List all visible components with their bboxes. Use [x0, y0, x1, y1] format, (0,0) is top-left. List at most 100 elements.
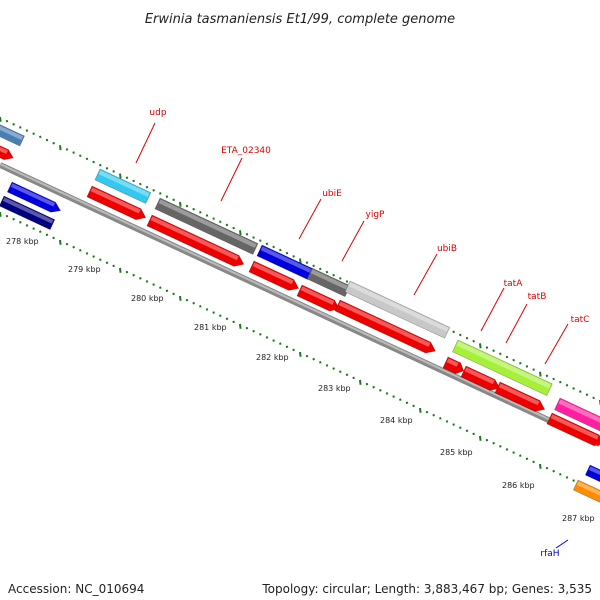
tick-mark: [459, 426, 462, 429]
cds-arrow: [0, 141, 14, 160]
kbp-label: 287 kbp: [562, 514, 595, 523]
kbp-label: 286 kbp: [502, 481, 535, 490]
tick-mark: [552, 377, 555, 381]
tick-mark: [232, 226, 235, 230]
gene-feature: [154, 197, 259, 255]
kbp-label: 281 kbp: [194, 323, 227, 332]
tick-mark: [212, 217, 215, 220]
gene-label-ubib: ubiB: [437, 244, 457, 254]
tick-mark: [159, 192, 162, 195]
tick-mark: [412, 404, 415, 408]
gene-feature: [584, 464, 600, 484]
gene-feature: [6, 181, 61, 213]
tick-mark: [25, 129, 29, 132]
tick-mark: [532, 460, 535, 464]
cds-arrow: [296, 284, 340, 312]
gene-feature: [0, 195, 56, 230]
kbp-label: 284 kbp: [380, 416, 413, 425]
tick-mark: [79, 154, 82, 158]
tick-mark: [39, 230, 42, 233]
tick-mark: [279, 342, 282, 345]
tick-mark: [359, 379, 362, 385]
tick-mark: [385, 392, 389, 395]
tick-mark: [485, 438, 489, 442]
tick-mark: [252, 329, 255, 333]
tick-mark: [132, 273, 135, 277]
tick-mark: [219, 314, 222, 317]
tick-mark: [199, 305, 202, 308]
tick-mark: [252, 236, 255, 239]
tick-mark: [105, 167, 109, 170]
gene-feature: [256, 244, 314, 280]
tick-mark: [319, 361, 322, 364]
tick-mark: [452, 330, 455, 334]
tick-mark: [99, 258, 102, 261]
tick-tracks: [0, 116, 600, 497]
tick-mark: [119, 173, 122, 179]
accession-text: Accession: NC_010694: [8, 582, 145, 596]
tick-mark: [45, 138, 49, 142]
gene-feature: [452, 339, 553, 397]
tick-mark: [112, 264, 115, 268]
gene-label-yigp: yigP: [366, 210, 386, 220]
tick-mark: [185, 204, 189, 208]
tick-mark: [572, 387, 575, 390]
tick-mark: [85, 157, 89, 161]
tick-mark: [199, 211, 202, 214]
tick-mark: [145, 280, 149, 283]
tick-mark: [445, 420, 449, 423]
gene-label-ubie: ubiE: [322, 189, 342, 199]
genome-summary-text: Topology: circular; Length: 3,883,467 bp…: [262, 582, 592, 596]
tick-mark: [272, 339, 275, 342]
tick-mark: [185, 298, 189, 302]
tick-mark: [139, 277, 142, 280]
tick-mark: [192, 207, 195, 211]
tick-mark: [319, 267, 322, 271]
tick-mark: [512, 358, 515, 362]
tick-mark: [345, 280, 349, 283]
tick-mark: [19, 126, 22, 129]
cds-arrow: [86, 185, 147, 220]
tick-mark: [219, 220, 222, 224]
tick-mark: [19, 221, 22, 224]
tick-mark: [179, 295, 182, 301]
tick-mark: [239, 323, 242, 329]
tick-mark: [352, 376, 355, 380]
tick-mark: [399, 398, 402, 401]
kbp-labels: 278 kbp 279 kbp 280 kbp 281 kbp 282 kbp …: [6, 237, 595, 523]
tick-mark: [72, 151, 75, 154]
tick-mark: [392, 395, 395, 398]
cds-arrow: [442, 356, 464, 375]
tick-mark: [285, 345, 289, 349]
tick-mark: [545, 466, 549, 470]
tick-mark: [472, 339, 475, 343]
tick-mark: [245, 233, 249, 236]
cds-arrow: [546, 412, 600, 447]
tick-mark: [25, 224, 29, 227]
tick-mark: [305, 354, 309, 358]
tick-mark: [519, 361, 522, 365]
tick-mark: [572, 479, 575, 482]
tick-mark: [332, 367, 335, 370]
tick-mark: [492, 349, 495, 352]
tick-mark: [265, 242, 269, 246]
tick-mark: [65, 148, 69, 151]
tick-mark: [565, 383, 569, 387]
gene-label-rfah: rfaH: [540, 549, 559, 559]
tick-mark: [72, 245, 75, 249]
tick-mark: [565, 476, 569, 479]
tick-mark: [532, 368, 535, 371]
tick-mark: [432, 413, 435, 417]
kbp-label: 283 kbp: [318, 384, 351, 393]
tick-mark: [379, 389, 382, 392]
tick-mark: [499, 352, 502, 356]
tick-mark: [119, 267, 122, 273]
tick-mark: [425, 410, 429, 414]
gene-label-tata: tatA: [504, 279, 524, 289]
tick-mark: [0, 116, 2, 122]
tick-mark: [205, 308, 209, 311]
gene-label-eta02340: ETA_02340: [221, 146, 271, 156]
tick-mark: [559, 473, 562, 476]
tick-mark: [159, 286, 162, 289]
tick-mark: [539, 371, 542, 377]
